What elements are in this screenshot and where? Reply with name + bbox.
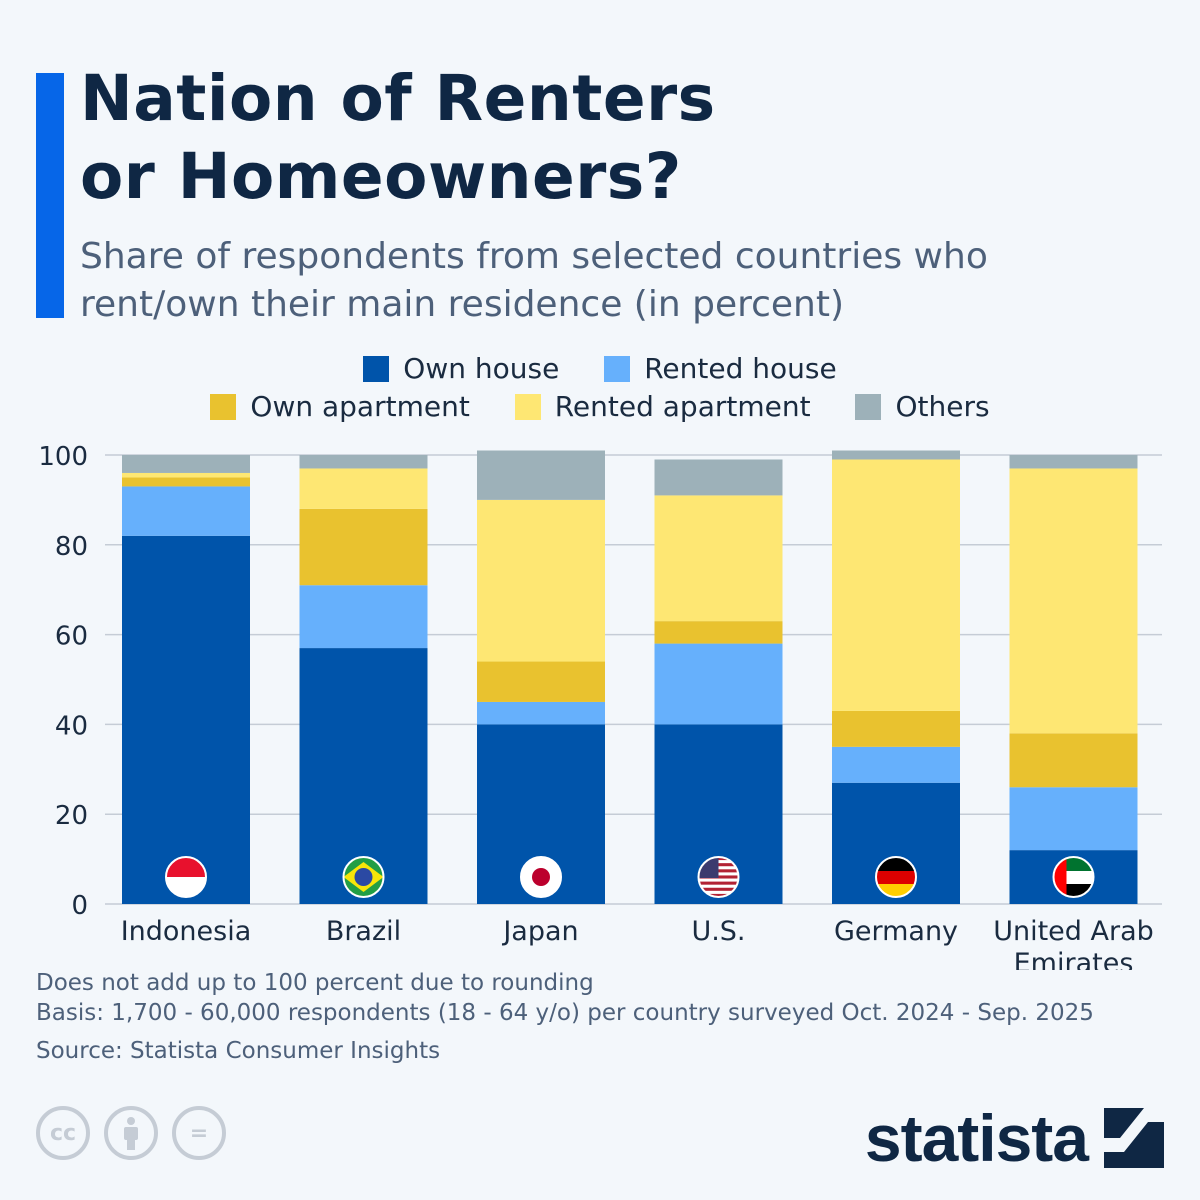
legend-item-others: Others bbox=[855, 390, 990, 423]
bar-segment-own-apartment bbox=[299, 508, 428, 586]
x-tick-label: Germany bbox=[834, 916, 958, 947]
accent-bar bbox=[36, 73, 64, 318]
legend-swatch bbox=[604, 355, 631, 382]
footnotes: Does not add up to 100 percent due to ro… bbox=[36, 968, 1094, 1066]
legend-swatch bbox=[363, 355, 390, 382]
legend-label: Others bbox=[895, 390, 990, 423]
bar-segment-own-apartment bbox=[477, 661, 605, 702]
germany-flag-icon bbox=[875, 856, 917, 898]
bar-segment-rented-apartment bbox=[1009, 468, 1138, 734]
title-line-2: or Homeowners? bbox=[80, 140, 682, 213]
bar-segment-own-apartment bbox=[122, 477, 250, 487]
uae-flag-icon bbox=[1052, 856, 1095, 898]
japan-flag-icon bbox=[520, 856, 562, 898]
stacked-bar-chart: 0 20 40 60 80 100 Indonesia Brazil Japan U.S. Germ… bbox=[38, 442, 1162, 970]
no-derivatives-icon: = bbox=[172, 1106, 226, 1160]
bar-segment-rented-house bbox=[299, 585, 428, 649]
bar-segment-rented-house bbox=[832, 746, 960, 783]
legend-swatch bbox=[855, 393, 882, 420]
legend-row-2: Own apartment Rented apartment Others bbox=[0, 390, 1200, 427]
bar-segment-rented-apartment bbox=[654, 495, 783, 622]
bar-segment-rented-apartment bbox=[832, 459, 960, 711]
statista-logo-icon bbox=[1104, 1108, 1164, 1168]
legend-label: Rented apartment bbox=[554, 390, 811, 423]
y-tick-label: 100 bbox=[38, 442, 88, 472]
bar-segment-own-apartment bbox=[654, 621, 783, 644]
legend-row-1: Own house Rented house bbox=[0, 352, 1200, 389]
bar-segment-rented-apartment bbox=[122, 472, 250, 478]
bar-segment-rented-house bbox=[477, 701, 605, 725]
x-tick-label: U.S. bbox=[691, 916, 745, 947]
legend-label: Own apartment bbox=[250, 390, 470, 423]
logo-wordmark: statista bbox=[864, 1101, 1089, 1175]
bar-segment-others bbox=[832, 450, 960, 460]
bar-segment-rented-apartment bbox=[477, 499, 605, 662]
bar-segment-own-house bbox=[122, 535, 250, 904]
legend-item-own-apartment: Own apartment bbox=[210, 390, 470, 423]
statista-logo: statista bbox=[865, 1100, 1164, 1176]
x-tick-label: Brazil bbox=[326, 916, 401, 947]
us-flag-icon bbox=[697, 856, 740, 898]
y-tick-label: 0 bbox=[71, 891, 88, 921]
y-tick-label: 60 bbox=[55, 622, 88, 652]
source-note: Source: Statista Consumer Insights bbox=[36, 1038, 441, 1064]
x-tick-label: Emirates bbox=[1014, 948, 1134, 970]
bar-segment-own-apartment bbox=[832, 710, 960, 747]
indonesia-flag-icon bbox=[165, 856, 207, 898]
brazil-flag-icon bbox=[342, 856, 385, 898]
cc-icon: cc bbox=[36, 1106, 90, 1160]
y-tick-label: 40 bbox=[55, 711, 88, 741]
bar-segment-others bbox=[122, 455, 250, 473]
legend-label: Rented house bbox=[644, 352, 837, 385]
x-tick-label: Japan bbox=[501, 916, 578, 947]
x-tick-label: Indonesia bbox=[121, 916, 252, 947]
legend-item-own-house: Own house bbox=[363, 352, 559, 385]
title-line-1: Nation of Renters bbox=[80, 62, 716, 135]
bar-segment-rented-house bbox=[654, 643, 783, 725]
bar-segment-rented-house bbox=[122, 486, 250, 536]
legend-item-rented-house: Rented house bbox=[604, 352, 837, 385]
y-tick-label: 80 bbox=[55, 532, 88, 562]
bar-segment-others bbox=[477, 450, 605, 500]
chart-title: Nation of Renters or Homeowners? bbox=[80, 60, 716, 216]
basis-note: Basis: 1,700 - 60,000 respondents (18 - … bbox=[36, 1000, 1094, 1026]
bar-segment-rented-house bbox=[1009, 787, 1138, 851]
y-tick-label: 20 bbox=[55, 801, 88, 831]
bar-segment-others bbox=[299, 455, 428, 469]
bar-segment-others bbox=[654, 459, 783, 496]
chart-subtitle: Share of respondents from selected count… bbox=[80, 236, 988, 325]
bar-segment-others bbox=[1009, 455, 1138, 469]
legend-swatch bbox=[210, 393, 237, 420]
x-tick-label: United Arab bbox=[993, 916, 1154, 947]
bar-segment-rented-apartment bbox=[299, 468, 428, 509]
legend-item-rented-apartment: Rented apartment bbox=[514, 390, 811, 423]
rounding-note: Does not add up to 100 percent due to ro… bbox=[36, 970, 594, 996]
legend-swatch bbox=[514, 393, 541, 420]
legend-label: Own house bbox=[403, 352, 560, 385]
license-icons: cc = bbox=[36, 1106, 226, 1160]
attribution-icon bbox=[104, 1106, 158, 1160]
bar-segment-own-apartment bbox=[1009, 733, 1138, 788]
